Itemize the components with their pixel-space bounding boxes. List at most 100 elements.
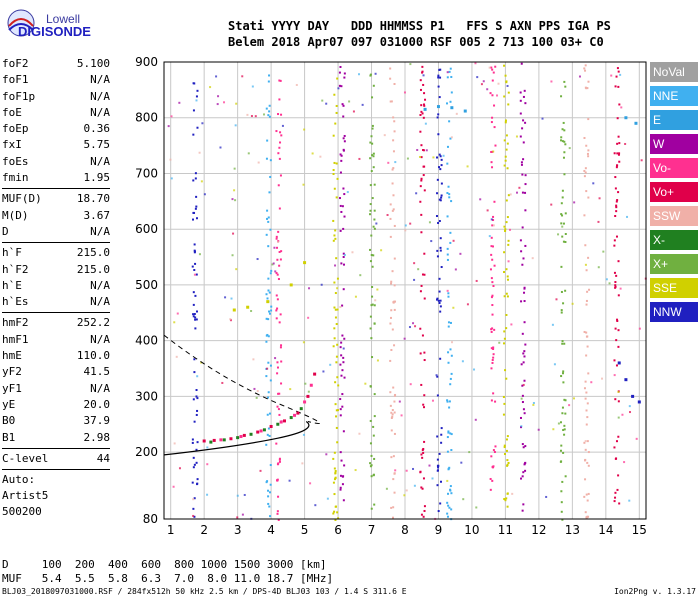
noise-dot (560, 490, 563, 493)
noise-dot (409, 383, 412, 386)
noise-dot (583, 67, 586, 70)
noise-dot (278, 146, 281, 149)
noise-dot (270, 305, 273, 308)
noise-dot (391, 182, 394, 185)
noise-dot (494, 144, 497, 147)
noise-dot (278, 250, 281, 253)
noise-dot (266, 297, 269, 300)
noise-dot (423, 165, 426, 168)
noise-dot (440, 194, 443, 197)
y-tick-label: 400 (135, 334, 158, 348)
noise-dot (195, 461, 198, 464)
noise-dot (279, 174, 282, 177)
noise-dot (422, 451, 425, 454)
noise-dot (586, 461, 589, 464)
noise-dot (343, 215, 346, 218)
noise-dot (333, 493, 336, 496)
noise-dot (236, 516, 239, 519)
noise-dot (346, 191, 349, 194)
noise-dot (617, 191, 620, 194)
noise-dot (503, 225, 506, 228)
noise-dot (446, 102, 449, 105)
noise-dot (494, 445, 497, 448)
noise-dot (480, 83, 483, 86)
noise-dot (336, 511, 339, 514)
noise-dot (369, 157, 372, 160)
noise-dot (586, 499, 589, 502)
noise-dot (492, 356, 495, 359)
noise-dot (505, 134, 508, 137)
noise-dot (193, 515, 196, 518)
noise-dot (560, 460, 563, 463)
noise-dot (393, 308, 396, 311)
noise-dot (336, 277, 339, 280)
noise-dot (371, 197, 374, 200)
noise-dot (507, 103, 510, 106)
noise-dot (369, 184, 372, 187)
noise-dot (586, 290, 589, 293)
noise-dot (503, 164, 506, 167)
noise-dot (615, 339, 618, 342)
noise-dot (423, 394, 426, 397)
noise-dot (341, 483, 344, 486)
noise-dot (266, 367, 269, 370)
echo-noise (167, 62, 647, 521)
noise-dot (447, 492, 450, 495)
data-point-e (624, 116, 628, 120)
noise-dot (253, 387, 256, 390)
param-row-hmf1: hmF1 N/A (2, 332, 110, 348)
noise-dot (506, 459, 509, 462)
noise-dot (614, 327, 617, 330)
legend-item-x-: X+ (650, 254, 698, 274)
noise-dot (191, 438, 194, 441)
noise-dot (333, 93, 336, 96)
noise-dot (229, 318, 232, 321)
noise-dot (560, 311, 563, 314)
noise-dot (307, 316, 310, 319)
noise-dot (392, 116, 395, 119)
noise-dot (522, 95, 525, 98)
noise-dot (339, 408, 342, 411)
noise-dot (493, 126, 496, 129)
param-value: N/A (90, 154, 110, 168)
noise-dot (334, 308, 337, 311)
param-row-b0: B0 37.9 (2, 413, 110, 429)
noise-dot (333, 234, 336, 237)
noise-dot (192, 507, 195, 510)
noise-dot (618, 502, 621, 505)
noise-dot (192, 109, 195, 112)
noise-dot (376, 288, 379, 291)
noise-dot (564, 232, 567, 235)
legend-item-vo-: Vo- (650, 158, 698, 178)
noise-dot (509, 228, 512, 231)
noise-dot (246, 113, 249, 116)
noise-dot (270, 309, 273, 312)
param-value: 5.75 (83, 138, 111, 152)
noise-dot (505, 292, 508, 295)
param-row-hme: hmE 110.0 (2, 348, 110, 364)
x-tick-label: 6 (334, 523, 342, 537)
noise-dot (524, 121, 527, 124)
noise-dot (267, 216, 270, 219)
noise-dot (506, 492, 509, 495)
noise-dot (371, 356, 374, 359)
noise-dot (267, 335, 270, 338)
noise-dot (617, 85, 620, 88)
param-row-fxi: fxI 5.75 (2, 137, 110, 153)
noise-dot (369, 419, 372, 422)
noise-dot (419, 352, 422, 355)
noise-dot (446, 258, 449, 261)
noise-dot (336, 177, 339, 180)
footer-file-info: BLJ03_2018097031000.RSF / 284fx512h 50 k… (2, 587, 407, 596)
noise-dot (597, 266, 600, 269)
noise-dot (268, 310, 271, 313)
noise-dot (170, 177, 173, 180)
noise-dot (584, 440, 587, 443)
noise-dot (192, 398, 195, 401)
noise-dot (450, 354, 453, 357)
legend-item-nnw: NNW (650, 302, 698, 322)
noise-dot (267, 220, 270, 223)
noise-dot (437, 76, 440, 79)
noise-dot (341, 393, 344, 396)
noise-dot (419, 88, 422, 91)
